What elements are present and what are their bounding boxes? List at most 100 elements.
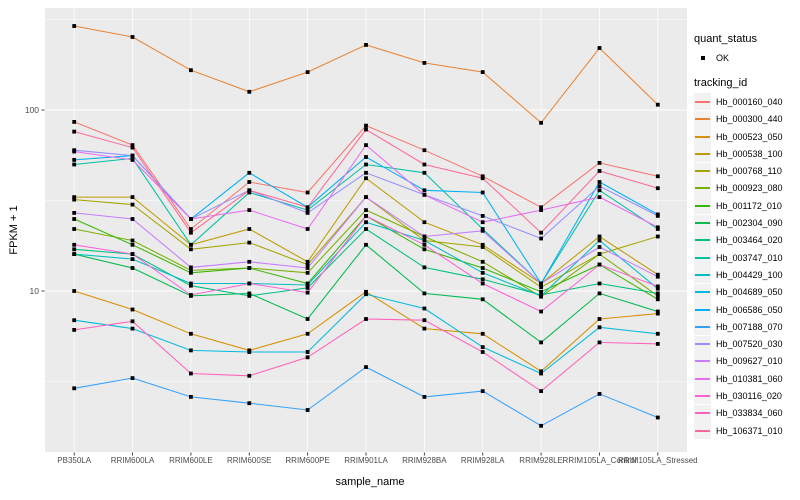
data-point bbox=[422, 148, 427, 153]
data-point bbox=[539, 236, 543, 241]
x-tick-label: RRIM600LA bbox=[110, 456, 155, 465]
data-point bbox=[364, 162, 368, 167]
data-point bbox=[247, 170, 252, 175]
data-point bbox=[364, 127, 368, 132]
data-point bbox=[130, 376, 135, 380]
data-point bbox=[480, 389, 485, 393]
data-point bbox=[655, 291, 660, 296]
data-point bbox=[480, 281, 485, 286]
data-point bbox=[364, 289, 368, 294]
data-point bbox=[130, 217, 135, 221]
legend-line-swatch bbox=[694, 93, 711, 111]
data-point bbox=[364, 208, 368, 212]
legend-item-label: Hb_106371_010 bbox=[716, 425, 783, 436]
data-point bbox=[422, 265, 427, 270]
data-point bbox=[72, 129, 77, 134]
data-point bbox=[422, 170, 427, 175]
legend-line-swatch bbox=[694, 370, 711, 388]
legend-item-Hb_000160_040: Hb_000160_040 bbox=[694, 93, 800, 111]
data-point bbox=[364, 43, 368, 47]
data-point bbox=[480, 259, 485, 264]
data-point bbox=[130, 143, 135, 147]
x-tick-label: RRIM928BA bbox=[402, 456, 447, 465]
data-point bbox=[364, 220, 368, 225]
data-point bbox=[422, 242, 427, 247]
data-point bbox=[655, 225, 660, 230]
data-point bbox=[247, 373, 252, 378]
legend-item-Hb_007188_070: Hb_007188_070 bbox=[694, 318, 800, 336]
data-point bbox=[422, 247, 427, 252]
data-point bbox=[655, 214, 660, 218]
data-point bbox=[189, 68, 193, 73]
data-point bbox=[305, 317, 310, 321]
y-tick-label: 100 bbox=[25, 105, 39, 115]
data-point bbox=[305, 227, 310, 231]
data-point bbox=[655, 174, 660, 179]
x-tick-label: RRIM600LE bbox=[169, 456, 213, 465]
legend-line-swatch bbox=[694, 266, 711, 284]
data-point bbox=[72, 247, 77, 252]
x-tick-label: RRIM600PE bbox=[285, 456, 330, 465]
data-point bbox=[655, 186, 660, 191]
data-point bbox=[539, 389, 543, 393]
data-point bbox=[189, 293, 193, 297]
data-point bbox=[422, 220, 427, 225]
legend-item-Hb_002304_090: Hb_002304_090 bbox=[694, 214, 800, 232]
data-point bbox=[72, 120, 77, 124]
data-point bbox=[364, 317, 368, 321]
x-tick-label: RRIM928LA bbox=[460, 456, 505, 465]
data-point bbox=[597, 161, 602, 165]
data-point bbox=[480, 228, 485, 233]
data-point bbox=[130, 153, 135, 158]
data-point bbox=[72, 149, 77, 154]
data-point bbox=[247, 401, 252, 406]
data-point bbox=[422, 162, 427, 167]
data-point bbox=[539, 120, 543, 125]
legend-item-label: Hb_030116_020 bbox=[716, 390, 782, 401]
legend-item-Hb_003464_020: Hb_003464_020 bbox=[694, 231, 800, 249]
legend-item-label: Hb_000160_040 bbox=[716, 96, 783, 107]
data-point bbox=[72, 211, 77, 215]
legend-item-label: Hb_000768_110 bbox=[716, 166, 782, 177]
data-point bbox=[305, 331, 310, 336]
data-point bbox=[539, 208, 543, 212]
data-point bbox=[480, 297, 485, 302]
data-point bbox=[247, 188, 252, 193]
data-point bbox=[655, 297, 660, 302]
legend-item-label: Hb_003464_020 bbox=[716, 235, 783, 246]
legend-item-Hb_004689_050: Hb_004689_050 bbox=[694, 283, 800, 301]
legend-item-Hb_006586_050: Hb_006586_050 bbox=[694, 301, 800, 318]
legend-line-swatch bbox=[694, 214, 711, 232]
legend-title-tracking-id: tracking_id bbox=[694, 77, 748, 90]
data-point bbox=[655, 331, 660, 336]
data-point bbox=[247, 227, 252, 231]
data-point bbox=[422, 326, 427, 331]
data-point bbox=[72, 289, 77, 293]
data-point bbox=[480, 220, 485, 225]
x-tick-label: RRIM901LA bbox=[344, 456, 388, 465]
data-point bbox=[247, 266, 252, 270]
legend-entries: Hb_000160_040 Hb_000300_440 Hb_000523_050 H… bbox=[694, 93, 800, 440]
data-point bbox=[422, 188, 427, 193]
legend-line-swatch bbox=[694, 335, 711, 353]
data-point bbox=[539, 230, 543, 235]
data-point bbox=[72, 252, 77, 256]
data-point bbox=[480, 350, 485, 354]
legend-item-label: Hb_033834_060 bbox=[716, 408, 783, 419]
legend-item-Hb_000523_050: Hb_000523_050 bbox=[694, 128, 800, 146]
data-point bbox=[247, 208, 252, 212]
data-point bbox=[72, 162, 77, 167]
data-point bbox=[655, 234, 660, 239]
data-point bbox=[539, 369, 543, 374]
legend-item-Hb_030116_020: Hb_030116_020 bbox=[694, 387, 800, 405]
legend-item-label: Hb_000300_440 bbox=[716, 114, 783, 125]
data-point bbox=[480, 242, 485, 247]
data-point bbox=[539, 423, 543, 428]
data-point bbox=[305, 350, 310, 354]
legend-item-Hb_001172_010: Hb_001172_010 bbox=[694, 197, 800, 215]
data-point bbox=[189, 227, 193, 231]
data-point bbox=[72, 227, 77, 231]
data-point bbox=[72, 386, 77, 391]
data-point bbox=[597, 281, 602, 286]
data-point bbox=[480, 331, 485, 336]
